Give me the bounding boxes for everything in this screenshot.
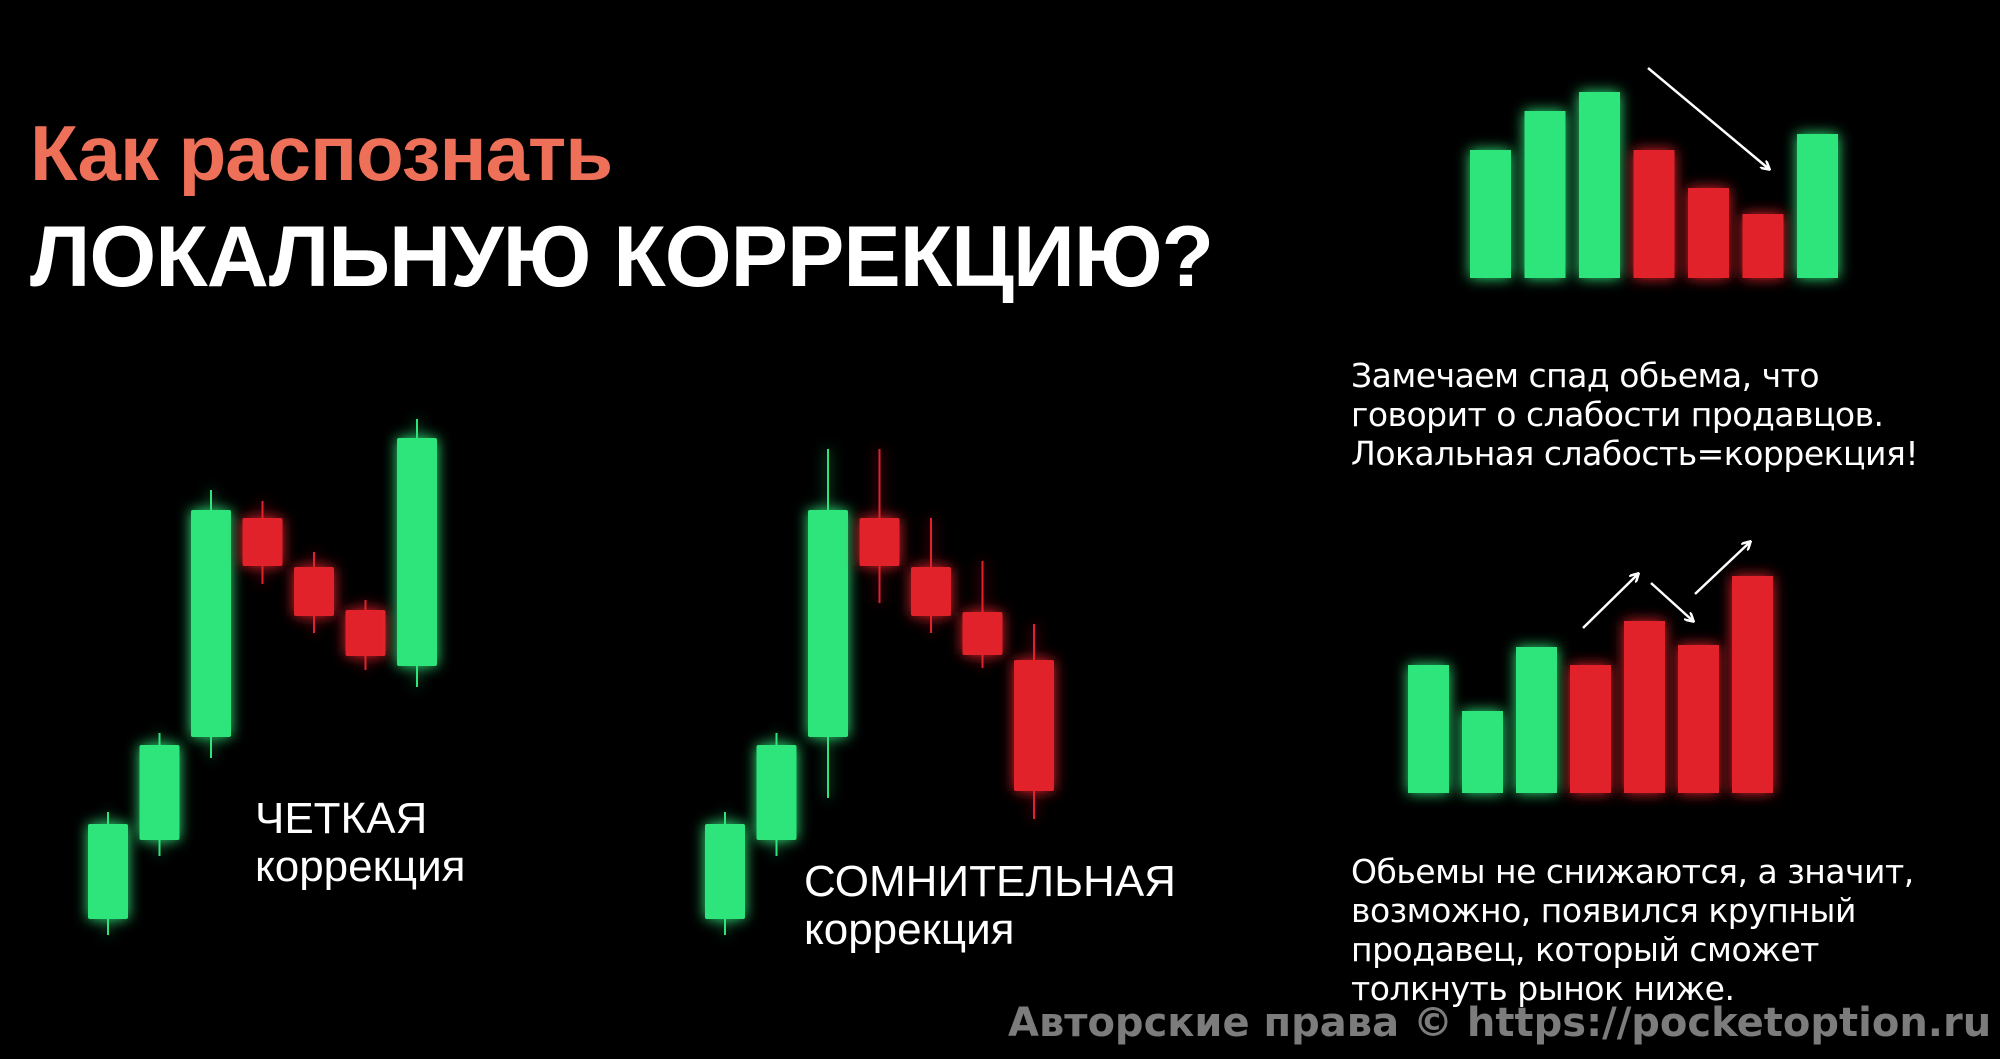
bearish-candle [859, 449, 900, 603]
strong-volume-description: Обьемы не снижаются, а значит, возможно,… [1351, 852, 1914, 1008]
desc-line: Замечаем спад обьема, что [1351, 356, 1820, 395]
volume-bar [1516, 647, 1557, 793]
title-line-2: ЛОКАЛЬНУЮ КОРРЕКЦИЮ? [30, 209, 1214, 305]
doubtful-label-line-1: СОМНИТЕЛЬНАЯ [804, 857, 1176, 906]
volume-bar [1462, 711, 1503, 793]
desc-line: продавец, который сможет [1351, 930, 1819, 969]
trend-arrow-icon [1647, 67, 1769, 169]
bullish-candle [705, 812, 745, 935]
candle-body [808, 510, 848, 737]
candle-body [397, 438, 437, 666]
candle-body [345, 610, 386, 656]
bullish-candle [808, 449, 848, 798]
candle-body [705, 824, 745, 919]
desc-line: возможно, появился крупный [1351, 891, 1856, 930]
desc-line: Обьемы не снижаются, а значит, [1351, 852, 1914, 891]
volume-bar [1742, 214, 1784, 278]
doubtful-correction-label: СОМНИТЕЛЬНАЯ коррекция [804, 858, 1176, 954]
watermark: Авторские права © https://pocketoption.r… [1008, 1000, 1992, 1046]
bullish-candle [397, 419, 437, 687]
weak-volume-description: Замечаем спад обьема, что говорит о слаб… [1351, 356, 1919, 473]
candle-body [962, 612, 1003, 655]
volume-bar [1524, 111, 1566, 278]
trend-arrow-icon [1694, 542, 1750, 595]
trend-arrow-icon [1582, 574, 1638, 629]
desc-line: толкнуть рынок ниже. [1351, 969, 1735, 1008]
bearish-candle [962, 561, 1003, 668]
volume-bar [1408, 665, 1449, 793]
clear-correction-label: ЧЕТКАЯ коррекция [255, 795, 465, 891]
bullish-candle [139, 733, 180, 856]
title-line-1: Как распознать [30, 109, 613, 197]
candle-body [88, 824, 128, 919]
volume-bar [1570, 665, 1611, 793]
candle-body [911, 567, 951, 616]
candle-body [1014, 660, 1054, 791]
volume-bar [1732, 576, 1773, 793]
bearish-candle [242, 501, 283, 584]
volume-bar [1688, 188, 1729, 278]
clear-label-line-1: ЧЕТКАЯ [255, 794, 428, 843]
candle-body [294, 567, 334, 616]
candle-body [191, 510, 231, 737]
clear-label-line-2: коррекция [255, 842, 466, 891]
candle-body [139, 745, 180, 840]
candle-body [859, 518, 900, 566]
candle-body [756, 745, 797, 840]
volume-bar [1579, 92, 1620, 278]
volume-bar [1678, 645, 1719, 793]
bullish-candle [191, 490, 231, 758]
volume-bar [1797, 134, 1838, 278]
bearish-candle [1014, 624, 1054, 819]
doubtful-label-line-2: коррекция [804, 905, 1015, 954]
bearish-candle [345, 600, 386, 670]
bullish-candle [88, 812, 128, 935]
bearish-candle [911, 518, 951, 633]
volume-bar [1470, 150, 1511, 278]
desc-line: Локальная слабость=коррекция! [1351, 434, 1919, 473]
volume-bar [1624, 621, 1665, 793]
desc-line: говорит о слабости продавцов. [1351, 395, 1884, 434]
candle-body [242, 518, 283, 566]
volume-bar [1633, 150, 1675, 278]
bearish-candle [294, 552, 334, 633]
trend-arrow-icon [1650, 582, 1693, 621]
bullish-candle [756, 733, 797, 856]
